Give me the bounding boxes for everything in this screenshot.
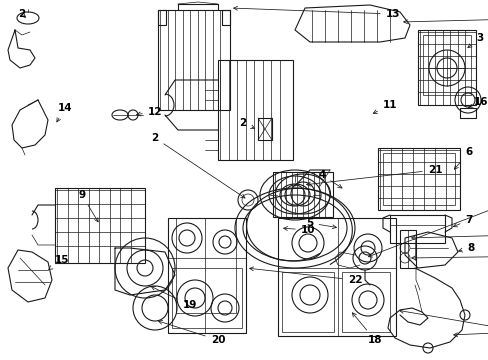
Text: 19: 19 xyxy=(151,287,197,310)
Bar xyxy=(382,153,454,205)
Text: 22: 22 xyxy=(249,267,362,285)
Text: 17: 17 xyxy=(367,155,488,257)
Bar xyxy=(172,268,242,328)
Text: 8: 8 xyxy=(458,243,474,253)
Bar xyxy=(389,215,444,243)
Text: 16: 16 xyxy=(468,97,487,108)
Bar xyxy=(417,30,475,105)
Text: 12: 12 xyxy=(136,107,162,117)
Bar xyxy=(278,218,395,336)
Text: 9: 9 xyxy=(78,190,98,222)
Bar xyxy=(55,188,145,263)
Text: 10: 10 xyxy=(283,225,315,235)
Bar xyxy=(459,108,475,118)
Bar xyxy=(158,10,165,25)
Text: 23: 23 xyxy=(411,227,488,240)
Bar xyxy=(222,10,229,25)
Text: 21: 21 xyxy=(306,165,441,186)
Text: 4: 4 xyxy=(318,170,341,188)
Text: 20: 20 xyxy=(158,320,225,345)
Text: 24: 24 xyxy=(411,250,488,260)
Bar xyxy=(158,10,229,110)
Bar xyxy=(176,218,236,313)
Bar xyxy=(272,172,332,217)
Text: 25: 25 xyxy=(453,317,488,337)
Text: 2: 2 xyxy=(151,133,244,198)
Bar xyxy=(399,230,415,268)
Bar xyxy=(168,218,245,333)
Bar xyxy=(218,60,292,160)
Text: 18: 18 xyxy=(352,313,382,345)
Bar xyxy=(422,35,470,95)
Bar xyxy=(258,118,271,140)
Bar xyxy=(377,148,459,210)
Text: 2: 2 xyxy=(19,9,25,19)
Text: 1: 1 xyxy=(399,309,488,343)
Text: 7: 7 xyxy=(452,215,472,227)
Bar xyxy=(282,272,333,332)
Text: 13: 13 xyxy=(233,6,400,19)
Text: 3: 3 xyxy=(467,33,483,48)
Bar xyxy=(341,272,389,332)
Text: 5: 5 xyxy=(306,218,336,229)
Text: 2: 2 xyxy=(239,118,254,129)
Text: 11: 11 xyxy=(372,100,396,113)
Text: 2: 2 xyxy=(403,13,488,24)
Text: 15: 15 xyxy=(49,255,69,270)
Text: 6: 6 xyxy=(453,147,472,169)
Text: 14: 14 xyxy=(57,103,72,122)
